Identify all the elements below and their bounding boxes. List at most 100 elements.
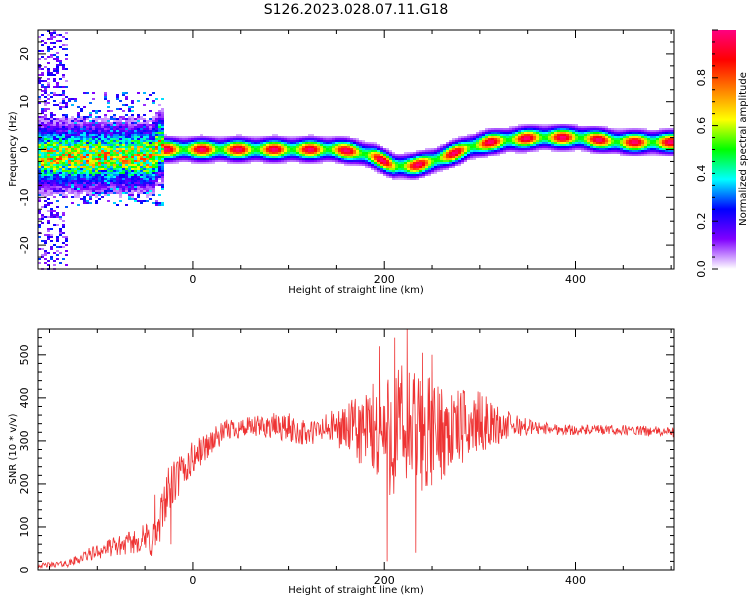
heatmap-cell <box>53 160 56 162</box>
heatmap-cell <box>422 168 425 170</box>
heatmap-cell <box>284 150 287 152</box>
heatmap-cell <box>617 132 620 134</box>
heatmap-cell <box>326 148 329 150</box>
heatmap-cell <box>551 132 554 134</box>
heatmap-cell <box>125 124 128 126</box>
heatmap-cell <box>152 194 155 196</box>
heatmap-cell <box>344 164 347 166</box>
heatmap-cell <box>350 162 353 164</box>
heatmap-cell <box>86 136 89 138</box>
heatmap-cell <box>278 142 281 144</box>
heatmap-cell <box>134 122 137 124</box>
heatmap-cell <box>386 164 389 166</box>
heatmap-cell <box>119 194 122 196</box>
heatmap-cell <box>125 184 128 186</box>
heatmap-cell <box>482 130 485 132</box>
heatmap-cell <box>410 158 413 160</box>
heatmap-cell <box>293 136 296 138</box>
heatmap-cell <box>74 190 77 192</box>
heatmap-cell <box>80 198 83 200</box>
heatmap-cell <box>470 142 473 144</box>
heatmap-cell <box>65 116 68 118</box>
heatmap-cell <box>137 132 140 134</box>
heatmap-cell <box>275 134 278 136</box>
heatmap-cell <box>53 120 56 122</box>
heatmap-cell <box>71 180 74 182</box>
heatmap-cell <box>599 134 602 136</box>
heatmap-cell <box>356 160 359 162</box>
heatmap-cell <box>98 130 101 132</box>
heatmap-cell <box>347 144 350 146</box>
heatmap-cell <box>359 142 362 144</box>
heatmap-cell <box>56 60 59 62</box>
heatmap-cell <box>56 84 59 86</box>
heatmap-cell <box>128 156 131 158</box>
heatmap-cell <box>608 134 611 136</box>
heatmap-cell <box>83 154 86 156</box>
heatmap-cell <box>161 148 164 150</box>
heatmap-cell <box>335 156 338 158</box>
heatmap-cell <box>125 170 128 172</box>
heatmap-cell <box>110 122 113 124</box>
heatmap-cell <box>506 150 509 152</box>
heatmap-cell <box>68 190 71 192</box>
heatmap-cell <box>152 156 155 158</box>
heatmap-cell <box>590 142 593 144</box>
heatmap-cell <box>152 168 155 170</box>
heatmap-cell <box>377 150 380 152</box>
heatmap-cell <box>599 126 602 128</box>
heatmap-cell <box>290 160 293 162</box>
heatmap-cell <box>269 144 272 146</box>
heatmap-cell <box>557 136 560 138</box>
heatmap-cell <box>467 142 470 144</box>
heatmap-cell <box>122 152 125 154</box>
heatmap-cell <box>299 152 302 154</box>
heatmap-cell <box>59 168 62 170</box>
heatmap-cell <box>128 194 131 196</box>
heatmap-cell <box>560 128 563 130</box>
heatmap-cell <box>452 150 455 152</box>
heatmap-cell <box>392 168 395 170</box>
heatmap-cell <box>131 162 134 164</box>
heatmap-cell <box>161 154 164 156</box>
heatmap-cell <box>233 154 236 156</box>
heatmap-cell <box>563 146 566 148</box>
heatmap-cell <box>146 130 149 132</box>
heatmap-cell <box>62 116 65 118</box>
heatmap-cell <box>110 188 113 190</box>
heatmap-cell <box>533 124 536 126</box>
heatmap-cell <box>152 172 155 174</box>
heatmap-cell <box>410 164 413 166</box>
heatmap-cell <box>53 190 56 192</box>
heatmap-cell <box>47 178 50 180</box>
heatmap-cell <box>47 228 50 230</box>
heatmap-cell <box>545 128 548 130</box>
heatmap-cell <box>383 158 386 160</box>
heatmap-cell <box>449 146 452 148</box>
heatmap-cell <box>62 164 65 166</box>
heatmap-cell <box>38 176 41 178</box>
y-tick-label: 10 <box>18 95 31 109</box>
heatmap-cell <box>47 130 50 132</box>
heatmap-cell <box>305 146 308 148</box>
heatmap-cell <box>341 152 344 154</box>
heatmap-cell <box>77 180 80 182</box>
heatmap-cell <box>62 36 65 38</box>
heatmap-cell <box>155 120 158 122</box>
heatmap-cell <box>323 138 326 140</box>
heatmap-cell <box>338 138 341 140</box>
heatmap-cell <box>68 170 71 172</box>
heatmap-cell <box>179 152 182 154</box>
heatmap-cell <box>191 154 194 156</box>
heatmap-cell <box>95 170 98 172</box>
heatmap-cell <box>662 140 665 142</box>
heatmap-cell <box>227 146 230 148</box>
heatmap-cell <box>56 70 59 72</box>
heatmap-cell <box>530 130 533 132</box>
heatmap-cell <box>458 162 461 164</box>
heatmap-cell <box>89 162 92 164</box>
heatmap-cell <box>137 174 140 176</box>
heatmap-cell <box>203 152 206 154</box>
heatmap-cell <box>86 162 89 164</box>
heatmap-cell <box>137 192 140 194</box>
